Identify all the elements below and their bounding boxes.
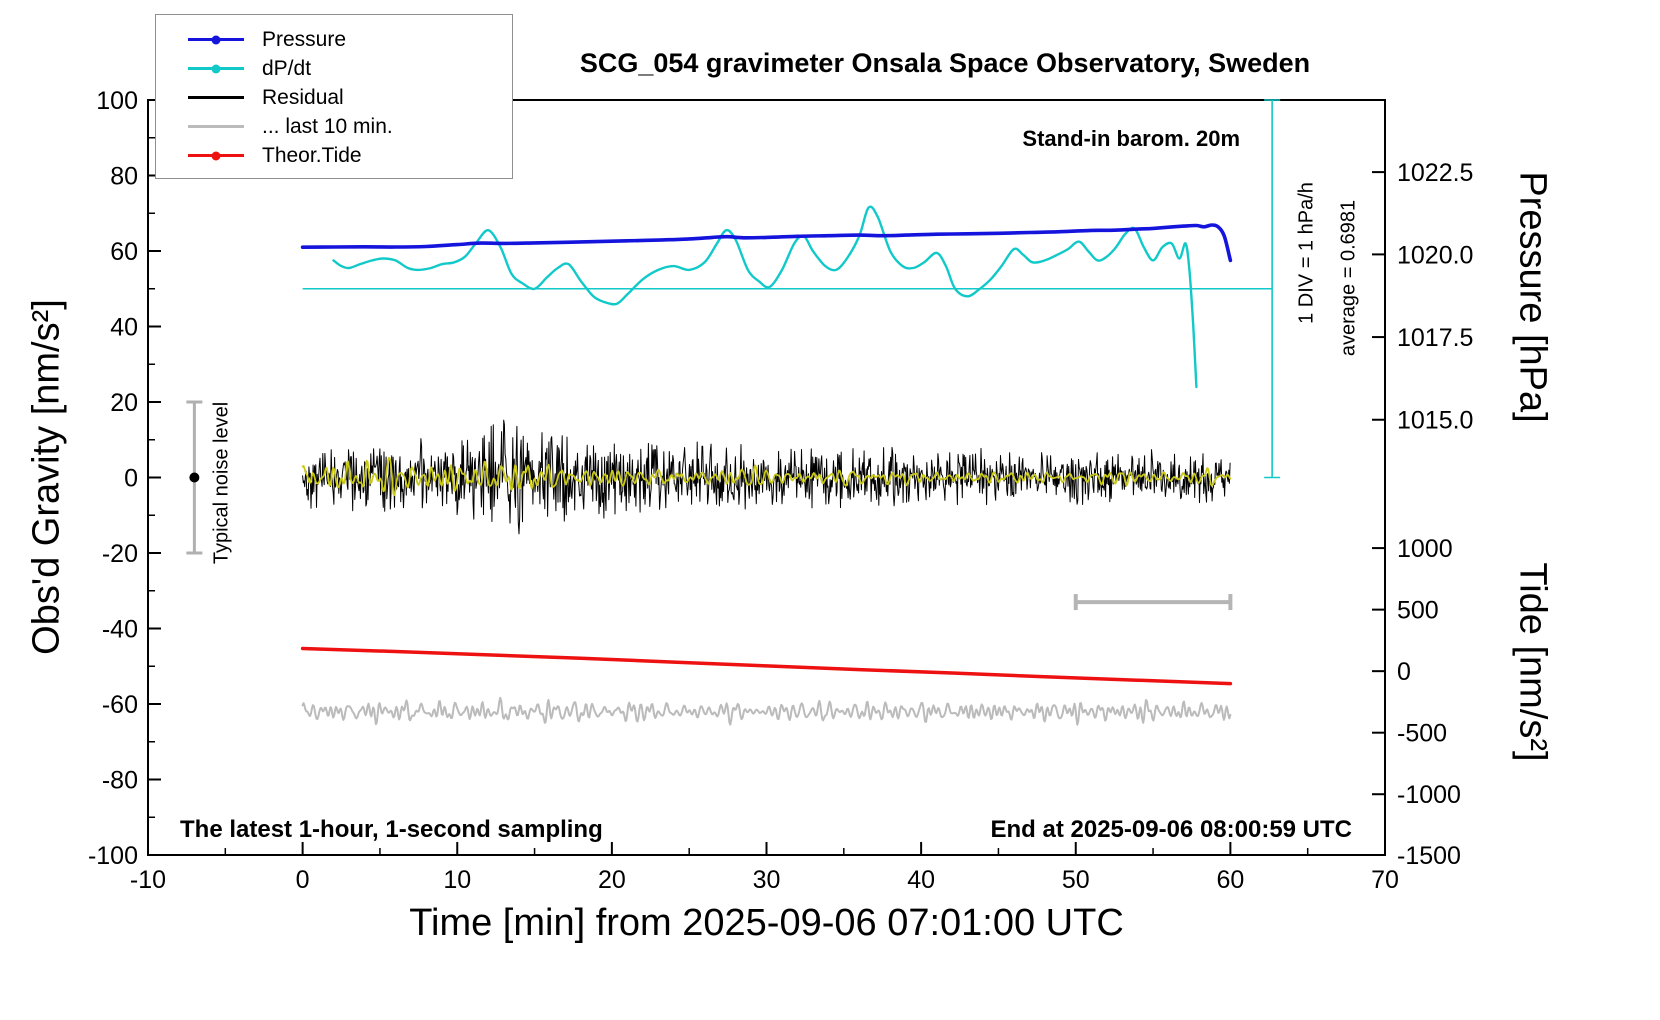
tide-axis-tick-label: -1500 — [1397, 842, 1461, 870]
theor-tide-dot-marker — [211, 151, 221, 160]
pressure-axis-tick-label: 1015.0 — [1397, 407, 1473, 435]
y-axis-left-label: Obs'd Gravity [nm/s²] — [25, 299, 68, 655]
pressure-axis-tick-label: 1017.5 — [1397, 324, 1473, 352]
x-axis-tick-label: 60 — [1216, 866, 1244, 894]
y-axis-tick-label: 100 — [96, 87, 138, 115]
y-axis-tide-label: Tide [nm/s²] — [1511, 562, 1554, 762]
series-theor-tide — [300, 646, 1233, 686]
x-axis-tick-label: 70 — [1371, 866, 1399, 894]
y-axis-pressure-label: Pressure [hPa] — [1511, 171, 1554, 423]
x-axis-tick-label: -10 — [130, 866, 166, 894]
x-axis-tick-label: 40 — [907, 866, 935, 894]
y-axis-tick-label: 20 — [110, 389, 138, 417]
x-axis-tick-label: 50 — [1062, 866, 1090, 894]
legend-item-pressure: Pressure — [156, 25, 512, 54]
series-residual-last-10-min — [301, 696, 1232, 726]
legend-item-last10: ... last 10 min. — [156, 112, 512, 141]
series-residual-lowpass — [301, 456, 1232, 497]
series-pressure — [300, 223, 1233, 263]
legend: Pressure dP/dt Residual ... last 10 min.… — [155, 14, 513, 179]
y-axis-tick-label: 60 — [110, 238, 138, 266]
x-axis-label: Time [min] from 2025-09-06 07:01:00 UTC — [409, 902, 1124, 944]
legend-item-residual: Residual — [156, 83, 512, 112]
residual-line-swatch — [188, 96, 244, 99]
legend-label-residual: Residual — [262, 85, 344, 109]
tide-axis-tick-label: 500 — [1397, 597, 1439, 625]
dpdt-div-scale-note: 1 DIV = 1 hPa/h — [1295, 182, 1318, 324]
dpdt-line-swatch — [188, 64, 244, 73]
legend-item-theor-tide: Theor.Tide — [156, 141, 512, 170]
tide-axis-tick-label: -1000 — [1397, 781, 1461, 809]
typical-noise-level-label: Typical noise level — [210, 401, 233, 565]
x-axis-tick-label: 20 — [598, 866, 626, 894]
tide-axis-tick-label: 1000 — [1397, 535, 1453, 563]
dpdt-average-note: average = 0.6981 — [1337, 199, 1360, 357]
y-axis-tick-label: -100 — [88, 842, 138, 870]
x-axis-tick-label: 10 — [443, 866, 471, 894]
y-axis-tick-label: 80 — [110, 163, 138, 191]
pressure-line-swatch — [188, 35, 244, 44]
theor-tide-line-swatch — [188, 151, 244, 160]
legend-label-theor-tide: Theor.Tide — [262, 143, 362, 167]
y-axis-tick-label: -80 — [102, 767, 138, 795]
y-axis-tick-label: -20 — [102, 540, 138, 568]
series-dpdt — [332, 205, 1198, 389]
tide-axis-tick-label: 0 — [1397, 658, 1411, 686]
y-axis-tick-label: 0 — [124, 465, 138, 493]
typical-noise-center-dot — [189, 472, 200, 483]
pressure-axis-tick-label: 1020.0 — [1397, 241, 1473, 269]
dpdt-dot-marker — [211, 64, 221, 73]
chart-title: SCG_054 gravimeter Onsala Space Observat… — [579, 48, 1311, 78]
y-axis-tick-label: -40 — [102, 616, 138, 644]
pressure-axis-tick-label: 1022.5 — [1397, 159, 1473, 187]
pressure-dot-marker — [211, 35, 221, 44]
last10-line-swatch — [188, 125, 244, 128]
y-axis-tick-label: 40 — [110, 314, 138, 342]
legend-label-last10: ... last 10 min. — [262, 114, 393, 138]
sampling-note: The latest 1-hour, 1-second sampling — [180, 816, 603, 843]
end-time-note: End at 2025-09-06 08:00:59 UTC — [990, 816, 1353, 843]
legend-label-pressure: Pressure — [262, 27, 347, 51]
legend-label-dpdt: dP/dt — [262, 56, 312, 80]
series-residual — [302, 419, 1231, 535]
tide-axis-tick-label: -500 — [1397, 720, 1447, 748]
stand-in-barometer-note: Stand-in barom. 20m — [1022, 126, 1240, 151]
legend-item-dpdt: dP/dt — [156, 54, 512, 83]
y-axis-tick-label: -60 — [102, 691, 138, 719]
x-axis-tick-label: 0 — [296, 866, 310, 894]
x-axis-tick-label: 30 — [753, 866, 781, 894]
